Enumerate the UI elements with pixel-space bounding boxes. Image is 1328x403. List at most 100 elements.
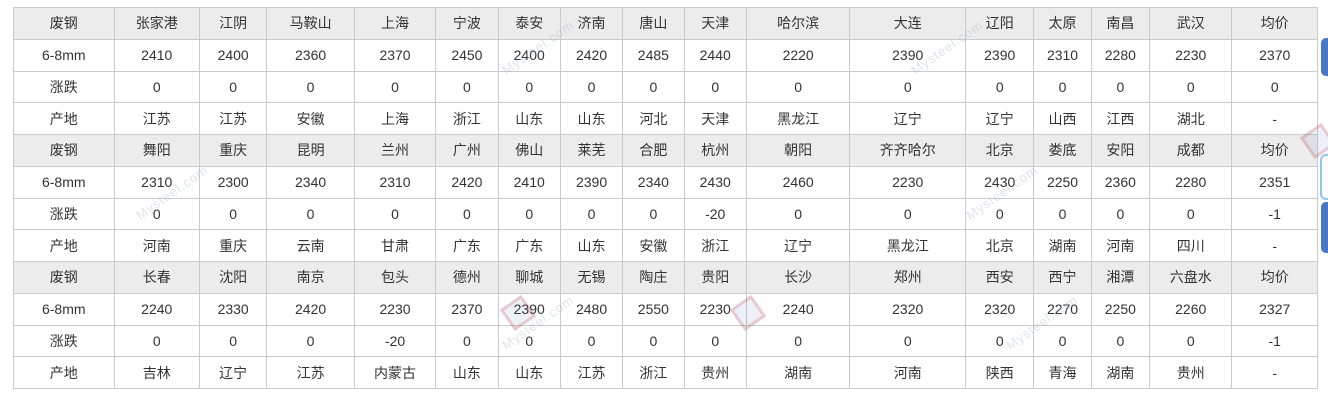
price-cell: 2310: [113, 165, 200, 199]
row-label: 废钢: [13, 261, 115, 294]
change-cell: 0: [198, 197, 268, 231]
change-cell: 0: [965, 324, 1035, 358]
change-cell: 0: [113, 70, 200, 104]
price-cell: 2390: [559, 165, 624, 199]
row-label: 涨跌: [13, 70, 115, 104]
change-cell: 0: [622, 70, 685, 104]
change-cell: 0: [497, 324, 561, 358]
origin-cell: 天津: [683, 102, 747, 135]
floating-widget[interactable]: [1320, 154, 1328, 200]
origin-cell: 江苏: [559, 356, 624, 389]
row-label: 产地: [13, 356, 115, 389]
city-header-cell: 齐齐哈尔: [849, 134, 967, 167]
origin-row: 产地 吉林 辽宁 江苏 内蒙古 山东 山东 江苏 浙江 贵州 湖南 河南 陕西 青海 湖南 贵州 -: [13, 356, 1318, 389]
city-header-cell: 长沙: [745, 261, 851, 294]
change-cell: 0: [622, 197, 685, 231]
price-cell: 2250: [1033, 165, 1092, 199]
city-header-cell: 沈阳: [198, 261, 268, 294]
scrollbar-thumb[interactable]: [1321, 202, 1328, 253]
change-cell: 0: [849, 197, 967, 231]
price-cell: 2340: [622, 165, 685, 199]
origin-cell: 北京: [965, 229, 1035, 262]
price-cell: 2351: [1231, 165, 1318, 199]
price-cell: 2280: [1148, 165, 1233, 199]
city-header-cell: 德州: [435, 261, 499, 294]
city-header-cell: 济南: [559, 7, 624, 40]
change-cell: 0: [965, 197, 1035, 231]
origin-cell: 江苏: [113, 102, 200, 135]
price-cell: 2230: [1148, 38, 1233, 72]
city-header-cell: 辽阳: [965, 7, 1035, 40]
city-header-cell: 佛山: [497, 134, 561, 167]
change-cell: 0: [435, 324, 499, 358]
price-cell: 2550: [622, 292, 685, 326]
price-cell: 2460: [745, 165, 851, 199]
city-header-row: 废钢 长春 沈阳 南京 包头 德州 聊城 无锡 陶庄 贵阳 长沙 郑州 西安 西宁 湘潭 六盘水 均价: [13, 261, 1318, 294]
change-cell: 0: [1033, 70, 1092, 104]
price-cell: 2240: [113, 292, 200, 326]
change-cell: 0: [353, 197, 437, 231]
change-cell: 0: [198, 324, 268, 358]
price-cell: 2320: [965, 292, 1035, 326]
change-cell: 0: [1231, 70, 1318, 104]
city-header-cell: 均价: [1231, 134, 1318, 167]
price-cell: 2370: [1231, 38, 1318, 72]
price-cell: 2400: [198, 38, 268, 72]
origin-cell: 贵州: [1148, 356, 1233, 389]
price-cell: 2240: [745, 292, 851, 326]
price-cell: 2330: [198, 292, 268, 326]
price-cell: 2370: [353, 38, 437, 72]
origin-cell: -: [1231, 229, 1318, 262]
origin-row: 产地 江苏 江苏 安徽 上海 浙江 山东 山东 河北 天津 黑龙江 辽宁 辽宁 山西 江西 湖北 -: [13, 102, 1318, 135]
change-cell: 0: [1090, 324, 1151, 358]
price-cell: 2300: [198, 165, 268, 199]
city-header-cell: 西安: [965, 261, 1035, 294]
price-cell: 2440: [683, 38, 747, 72]
origin-cell: 吉林: [113, 356, 200, 389]
change-cell: 0: [745, 197, 851, 231]
change-cell: -1: [1231, 324, 1318, 358]
origin-cell: 山东: [435, 356, 499, 389]
city-header-cell: 娄底: [1033, 134, 1092, 167]
origin-cell: 内蒙古: [353, 356, 437, 389]
origin-cell: 甘肃: [353, 229, 437, 262]
origin-cell: 贵州: [683, 356, 747, 389]
change-cell: 0: [497, 70, 561, 104]
price-cell: 2410: [113, 38, 200, 72]
price-cell: 2230: [849, 165, 967, 199]
city-header-cell: 宁波: [435, 7, 499, 40]
price-cell: 2327: [1231, 292, 1318, 326]
city-header-cell: 天津: [683, 7, 747, 40]
scrollbar-thumb[interactable]: [1321, 38, 1328, 76]
city-header-cell: 均价: [1231, 7, 1318, 40]
price-cell: 2340: [266, 165, 355, 199]
city-header-cell: 南昌: [1090, 7, 1151, 40]
origin-cell: 云南: [266, 229, 355, 262]
row-label: 废钢: [13, 134, 115, 167]
origin-cell: 安徽: [266, 102, 355, 135]
city-header-cell: 长春: [113, 261, 200, 294]
price-cell: 2360: [266, 38, 355, 72]
origin-cell: 黑龙江: [849, 229, 967, 262]
change-cell: 0: [435, 70, 499, 104]
price-cell: 2420: [435, 165, 499, 199]
change-cell: 0: [266, 70, 355, 104]
origin-cell: 江西: [1090, 102, 1151, 135]
change-cell: 0: [1033, 324, 1092, 358]
price-cell: 2230: [353, 292, 437, 326]
change-cell: 0: [559, 197, 624, 231]
price-cell: 2270: [1033, 292, 1092, 326]
price-cell: 2310: [353, 165, 437, 199]
price-cell: 2250: [1090, 292, 1151, 326]
change-cell: 0: [497, 197, 561, 231]
origin-cell: 山东: [497, 102, 561, 135]
city-header-cell: 昆明: [266, 134, 355, 167]
origin-cell: 陕西: [965, 356, 1035, 389]
city-header-cell: 郑州: [849, 261, 967, 294]
price-row: 6-8mm 2410 2400 2360 2370 2450 2400 2420 2485 244…: [13, 38, 1318, 72]
origin-cell: 辽宁: [198, 356, 268, 389]
origin-cell: 湖南: [1090, 356, 1151, 389]
city-header-cell: 贵阳: [683, 261, 747, 294]
price-table-body: 废钢 张家港 江阴 马鞍山 上海 宁波 泰安 济南 唐山 天津 哈尔滨 大连 辽阳 太原 南昌 武汉 均价 6-8…: [13, 7, 1318, 389]
change-cell: 0: [1148, 70, 1233, 104]
